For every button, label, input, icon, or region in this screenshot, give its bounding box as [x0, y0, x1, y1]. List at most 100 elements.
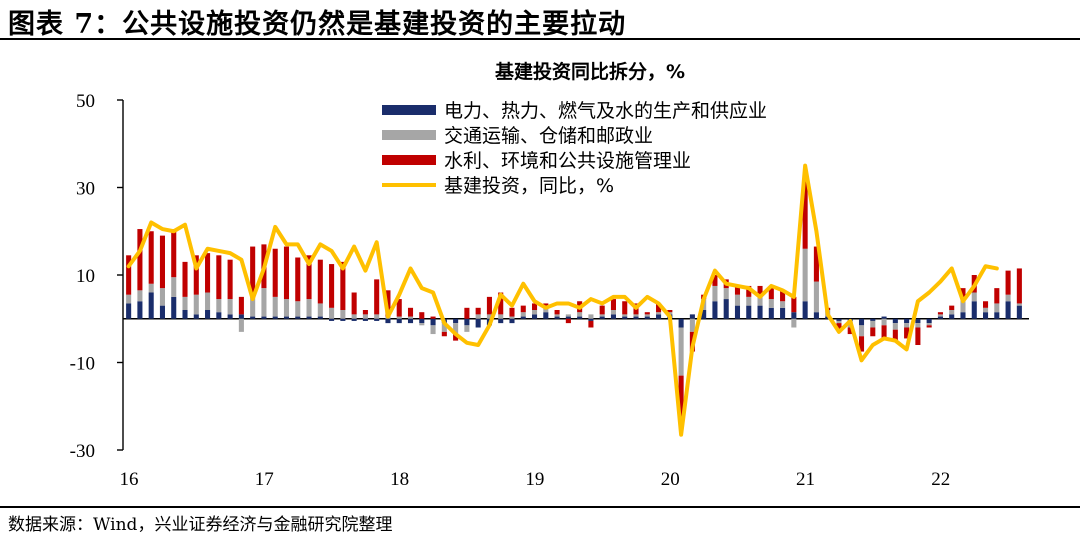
- bar-segment: [430, 316, 436, 319]
- bar-segment: [351, 318, 357, 321]
- bar-segment: [543, 307, 549, 313]
- bar-segment: [656, 314, 662, 319]
- bar-segment: [374, 314, 380, 319]
- x-tick-label: 16: [120, 469, 139, 490]
- bar-segment: [904, 327, 910, 339]
- bar-segment: [453, 323, 459, 335]
- bar-segment: [622, 301, 628, 315]
- bar-segment: [599, 316, 605, 319]
- bar-segment: [915, 327, 921, 345]
- bar-segment: [159, 235, 165, 289]
- bar-segment: [509, 307, 515, 317]
- figure-title: 图表 7：公共设施投资仍然是基建投资的主要拉动: [8, 9, 627, 40]
- bar-segment: [802, 174, 808, 249]
- bar-segment: [836, 318, 842, 321]
- legend-item: 电力、热力、燃气及水的生产和供应业: [382, 97, 767, 122]
- bar-segment: [520, 316, 526, 319]
- bar-segment: [599, 314, 605, 317]
- bar-segment: [994, 303, 1000, 313]
- bar-segment: [171, 277, 177, 297]
- legend-item: 交通运输、仓储和邮政业: [382, 122, 767, 147]
- bar-segment: [441, 323, 447, 332]
- legend-item: 基建投资，同比，%: [382, 172, 767, 197]
- bar-segment: [148, 231, 154, 284]
- bar-segment: [509, 316, 515, 319]
- bar-segment: [329, 264, 335, 308]
- bar-segment: [182, 296, 188, 310]
- bar-segment: [340, 310, 346, 319]
- bar-segment: [159, 288, 165, 306]
- bar-segment: [340, 318, 346, 321]
- bar-segment: [633, 316, 639, 319]
- bar-segment: [960, 312, 966, 319]
- bar-segment: [407, 318, 414, 324]
- bar-segment: [904, 323, 910, 328]
- bar-segment: [261, 316, 267, 319]
- bar-segment: [137, 301, 143, 319]
- bar-segment: [283, 316, 290, 319]
- bar-segment: [182, 261, 188, 297]
- bar-segment: [374, 279, 380, 315]
- bar-segment: [644, 316, 650, 319]
- bar-segment: [994, 312, 1000, 319]
- bar-segment: [532, 314, 538, 319]
- bar-segment: [520, 305, 526, 313]
- chart-title: 基建投资同比拆分，%: [494, 61, 686, 83]
- x-tick-label: 20: [661, 469, 680, 490]
- bar-segment: [171, 296, 177, 319]
- bar-segment: [599, 305, 605, 315]
- bar-segment: [171, 229, 177, 278]
- bar-segment: [475, 314, 481, 319]
- bar-segment: [858, 318, 865, 326]
- x-tick-label: 19: [525, 469, 544, 490]
- bar-segment: [475, 307, 481, 315]
- bar-segment: [498, 314, 504, 319]
- legend-swatch: [382, 129, 436, 140]
- legend: 电力、热力、燃气及水的生产和供应业 交通运输、仓储和邮政业水利、环境和公共设施管理…: [382, 97, 767, 197]
- bar-segment: [272, 248, 278, 297]
- bar-segment: [633, 314, 639, 317]
- bar-segment: [532, 303, 538, 310]
- bar-segment: [757, 305, 763, 319]
- bar-segment: [565, 314, 571, 317]
- bar-segment: [565, 318, 571, 324]
- bar-segment: [554, 314, 560, 317]
- bar-segment: [148, 283, 154, 293]
- bar-segment: [881, 316, 887, 319]
- bar-segment: [374, 318, 380, 321]
- bar-segment: [340, 261, 346, 310]
- bar-segment: [554, 310, 560, 315]
- bar-segment: [746, 296, 752, 306]
- bar-segment: [983, 301, 989, 308]
- bar-segment: [701, 310, 707, 319]
- bar-segment: [250, 316, 256, 319]
- bar-segment: [836, 323, 842, 330]
- bar-segment: [588, 314, 594, 319]
- bottom-divider: [0, 506, 1080, 508]
- bar-segment: [317, 303, 323, 317]
- bar-segment: [870, 320, 876, 328]
- bar-segment: [757, 296, 763, 306]
- legend-label: 交通运输、仓储和邮政业: [444, 125, 654, 147]
- bar-segment: [577, 312, 583, 317]
- bar-segment: [926, 323, 932, 326]
- y-tick-label: 50: [76, 91, 95, 112]
- bar-segment: [610, 314, 616, 319]
- bar-segment: [802, 248, 808, 302]
- bar-segment: [441, 331, 447, 337]
- bar-segment: [182, 310, 188, 319]
- bar-segment: [813, 312, 819, 319]
- bar-segment: [148, 292, 154, 319]
- x-tick-label: 18: [390, 469, 409, 490]
- bars-layer: [126, 174, 1022, 424]
- legend-label: 水利、环境和公共设施管理业: [444, 150, 692, 172]
- bar-segment: [498, 292, 504, 315]
- bar-segment: [926, 318, 932, 324]
- bar-segment: [723, 288, 729, 300]
- legend-swatch: [382, 104, 436, 115]
- bar-segment: [780, 307, 786, 319]
- bar-segment: [351, 292, 357, 315]
- legend-label: 电力、热力、燃气及水的生产和供应业: [444, 100, 768, 122]
- bar-segment: [396, 316, 402, 319]
- bar-segment: [486, 314, 492, 319]
